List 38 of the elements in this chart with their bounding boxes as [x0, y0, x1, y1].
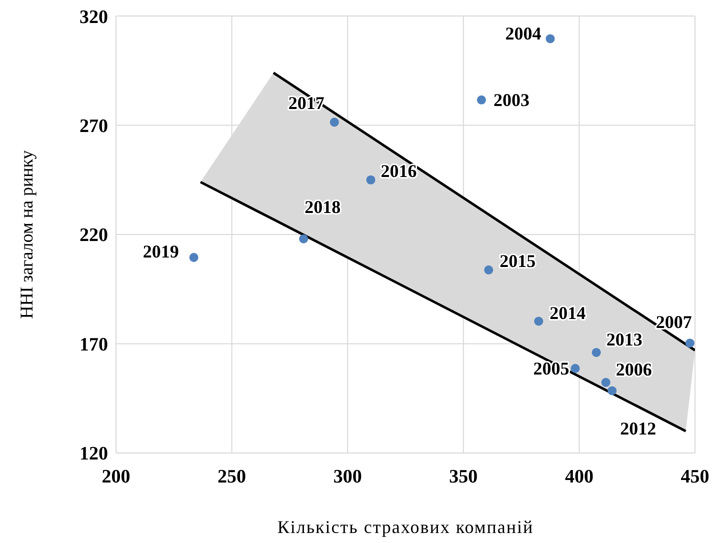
x-tick-label: 400 [564, 466, 594, 488]
point [570, 364, 580, 373]
x-tick-label: 250 [218, 466, 246, 488]
y-tick-label: 320 [80, 6, 108, 28]
y-tick-label: 220 [80, 225, 108, 246]
x-axis-title: Кількість страхових компаній [277, 517, 534, 537]
x-tick-label: 450 [680, 466, 710, 488]
y-tick-label: 170 [80, 334, 108, 356]
annotation: 2014 [550, 303, 586, 324]
y-axis-title: ННІ загалом на ринку [16, 150, 36, 319]
annotation: 2016 [380, 160, 417, 181]
point [685, 338, 694, 348]
y-tick-label: 120 [80, 444, 108, 465]
annotation: 2006 [616, 359, 652, 380]
point [592, 348, 601, 357]
point [366, 175, 376, 184]
point [330, 118, 339, 127]
annotation: 2017 [288, 93, 324, 114]
annotation: 2013 [606, 329, 642, 350]
annotation: 2019 [142, 241, 179, 262]
annotation: 2004 [505, 24, 542, 44]
point [484, 265, 494, 274]
point [476, 95, 486, 104]
y-tick-label: 270 [80, 116, 108, 137]
annotation: 2012 [620, 418, 656, 439]
point [608, 386, 617, 396]
x-tick-label: 350 [449, 466, 478, 488]
annotation: 2007 [656, 312, 692, 332]
point [299, 234, 308, 244]
point [601, 378, 610, 387]
point [189, 252, 198, 262]
point [546, 34, 555, 44]
annotation: 2015 [500, 250, 536, 271]
point [534, 316, 544, 326]
x-tick-label: 300 [333, 466, 362, 488]
annotation: 2018 [304, 196, 341, 217]
annotation: 2003 [493, 90, 530, 110]
x-tick-label: 200 [102, 466, 130, 488]
